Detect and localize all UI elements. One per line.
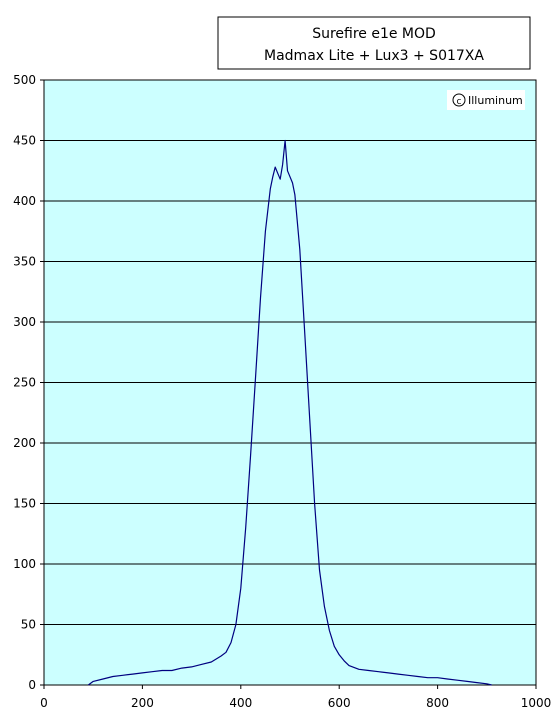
y-tick-label: 250 xyxy=(13,376,36,390)
svg-text:c: c xyxy=(457,97,462,107)
gridlines xyxy=(44,140,536,625)
y-tick-label: 300 xyxy=(13,315,36,329)
x-tick-label: 800 xyxy=(426,696,449,710)
y-tick-label: 500 xyxy=(13,73,36,87)
y-tick-label: 100 xyxy=(13,557,36,571)
y-tick-label: 450 xyxy=(13,134,36,148)
y-tick-label: 200 xyxy=(13,436,36,450)
y-tick-label: 400 xyxy=(13,194,36,208)
chart-title-line-1: Surefire e1e MOD xyxy=(312,26,436,42)
x-tick-label: 1000 xyxy=(521,696,552,710)
chart-title-box: Surefire e1e MOD Madmax Lite + Lux3 + S0… xyxy=(217,16,531,70)
y-tick-label: 350 xyxy=(13,255,36,269)
watermark-text: Illuminum xyxy=(468,94,523,107)
series-layer xyxy=(87,139,492,686)
y-tick-label: 0 xyxy=(28,678,36,692)
copyright-icon: c xyxy=(452,93,466,107)
x-tick-label: 0 xyxy=(40,696,48,710)
y-tick-label: 50 xyxy=(21,618,36,632)
series-line-0 xyxy=(87,139,492,686)
x-tick-label: 600 xyxy=(328,696,351,710)
y-axis: 0 50 100 150 200 250 300 350 400 450 500 xyxy=(13,73,44,692)
x-tick-label: 200 xyxy=(131,696,154,710)
chart-title-line-2: Madmax Lite + Lux3 + S017XA xyxy=(264,48,484,64)
y-tick-label: 150 xyxy=(13,497,36,511)
watermark: c Illuminum xyxy=(447,90,525,110)
x-axis: 0 200 400 600 800 1000 xyxy=(40,685,551,710)
x-tick-label: 400 xyxy=(229,696,252,710)
